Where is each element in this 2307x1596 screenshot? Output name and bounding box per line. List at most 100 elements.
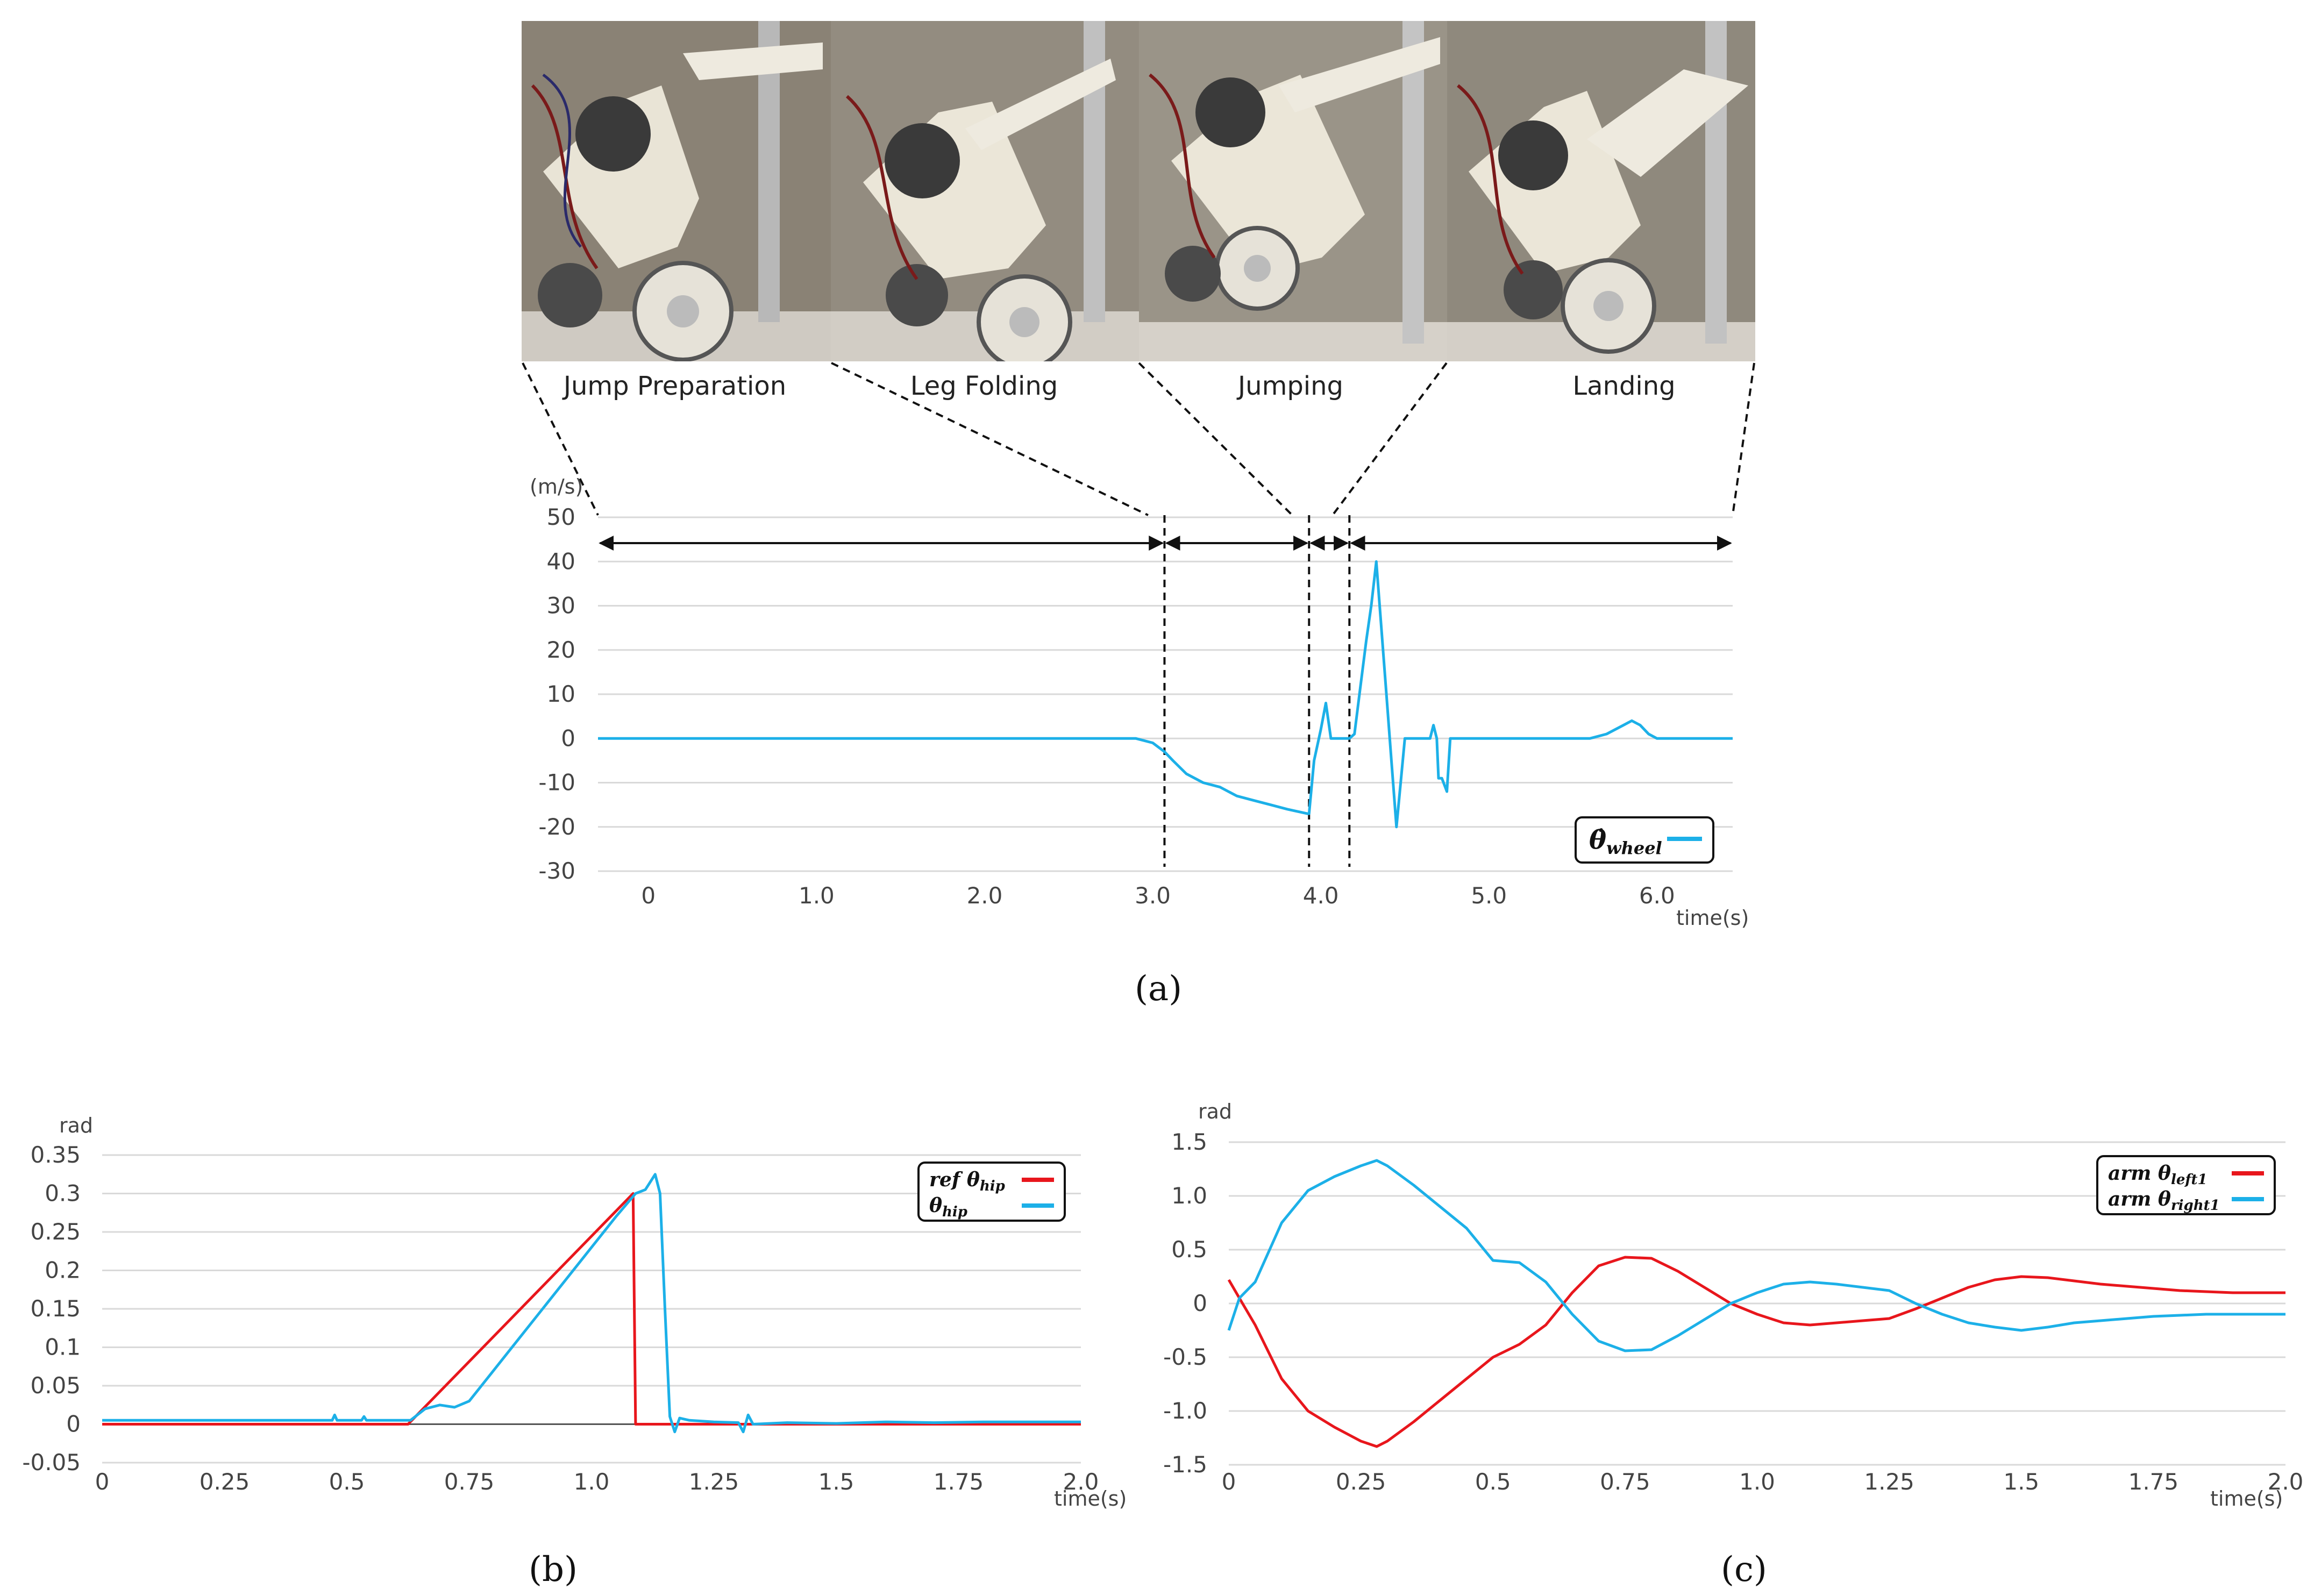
chart-b-legend-entry-ref: ref θhip — [929, 1168, 1005, 1194]
a-xtick-label-0: 0 — [641, 882, 656, 909]
b-series-line-1 — [102, 1173, 1081, 1434]
c-xtick-label-5: 1.25 — [1864, 1469, 1914, 1495]
chart-c-y-ticks: 1.5 1.0 0.5 0 -0.5 -1.0 -1.5 — [1163, 1129, 1207, 1478]
a-xtick-label-6: 6.0 — [1639, 882, 1675, 909]
chart-c-legend-box — [2096, 1155, 2276, 1215]
a-ytick-label-8: -30 — [538, 858, 575, 884]
chart-b-series — [102, 1173, 1081, 1434]
c-xtick-label-1: 0.25 — [1336, 1469, 1386, 1495]
c-ytick-label-1: 1.0 — [1171, 1182, 1207, 1209]
stage-label-jump-preparation: Jump Preparation — [563, 371, 787, 401]
b-ytick-label-1: 0.3 — [45, 1180, 81, 1207]
b-ytick-label-5: 0.1 — [45, 1334, 81, 1360]
chart-c-x-ticks: 0 0.25 0.5 0.75 1.0 1.25 1.5 1.75 2.0 — [1222, 1469, 2304, 1495]
c-ytick-label-5: -1.0 — [1163, 1398, 1207, 1424]
b-ytick-label-4: 0.15 — [30, 1295, 81, 1322]
c-series-line-0 — [1227, 1256, 2285, 1448]
b-xtick-label-3: 0.75 — [444, 1469, 495, 1495]
b-xtick-label-5: 1.25 — [689, 1469, 739, 1495]
chart-a-xlabel: time(s) — [1676, 906, 1749, 930]
c-xtick-label-3: 0.75 — [1600, 1469, 1650, 1495]
a-xtick-label-4: 4.0 — [1303, 882, 1339, 909]
chart-c-xlabel: time(s) — [2210, 1487, 2283, 1510]
a-xtick-label-2: 2.0 — [967, 882, 1003, 909]
photo-leg-folding — [831, 21, 1139, 361]
c-xtick-label-6: 1.5 — [2003, 1469, 2039, 1495]
a-series-line-0 — [598, 560, 1733, 829]
chart-a-x-ticks: 0 1.0 2.0 3.0 4.0 5.0 6.0 — [641, 882, 1675, 909]
chart-a-legend-entry-wheel: θ̇wheel — [1589, 825, 1662, 858]
b-xtick-label-4: 1.0 — [574, 1469, 610, 1495]
a-xtick-label-1: 1.0 — [799, 882, 835, 909]
chart-b: 0.35 0.3 0.25 0.2 0.15 0.1 0.05 0 -0.05 0 0.25 0.5… — [22, 1114, 1127, 1590]
b-ytick-label-8: -0.05 — [22, 1449, 81, 1476]
chart-a-gridlines — [598, 516, 1733, 872]
b-xtick-label-7: 1.75 — [934, 1469, 984, 1495]
b-ytick-label-3: 0.2 — [45, 1257, 81, 1284]
photo-jumping — [1139, 21, 1447, 361]
chart-c-legend-entry-right: arm θright1 — [2108, 1188, 2220, 1214]
a-ytick-label-7: -20 — [538, 814, 575, 840]
c-xtick-label-2: 0.5 — [1475, 1469, 1511, 1495]
c-xtick-label-0: 0 — [1222, 1469, 1236, 1495]
photo-connector-lines — [522, 362, 1755, 516]
chart-c-ylabel: rad — [1198, 1100, 1232, 1123]
b-ytick-label-6: 0.05 — [30, 1372, 81, 1399]
c-xtick-label-7: 1.75 — [2128, 1469, 2179, 1495]
chart-a-ylabel: (m/s) — [530, 475, 583, 498]
b-xtick-label-2: 0.5 — [329, 1469, 365, 1495]
chart-a-y-ticks: 50 40 30 20 10 0 -10 -20 -30 — [538, 504, 575, 884]
a-ytick-label-2: 30 — [547, 593, 575, 619]
chart-c-legend: arm θleft1 arm θright1 — [2096, 1155, 2276, 1215]
b-ytick-label-7: 0 — [66, 1411, 81, 1437]
chart-b-xlabel: time(s) — [1054, 1487, 1127, 1510]
chart-b-ylabel: rad — [59, 1114, 93, 1137]
chart-b-gridlines — [102, 1154, 1081, 1464]
chart-c-legend-entry-left: arm θleft1 — [2108, 1162, 2208, 1188]
a-ytick-label-3: 20 — [547, 637, 575, 663]
b-xtick-label-6: 1.5 — [818, 1469, 855, 1495]
photo-jump-preparation — [522, 21, 831, 361]
stage-label-leg-folding: Leg Folding — [910, 371, 1058, 401]
b-xtick-label-0: 0 — [95, 1469, 110, 1495]
b-ytick-label-2: 0.25 — [30, 1219, 81, 1245]
chart-b-x-ticks: 0 0.25 0.5 0.75 1.0 1.25 1.5 1.75 2.0 — [95, 1469, 1099, 1495]
a-ytick-label-5: 0 — [561, 725, 575, 751]
chart-a-series — [598, 560, 1733, 829]
chart-c-caption: (c) — [1721, 1550, 1767, 1590]
chart-b-y-ticks: 0.35 0.3 0.25 0.2 0.15 0.1 0.05 0 -0.05 — [22, 1142, 81, 1476]
chart-c-series — [1227, 1159, 2285, 1448]
chart-a-legend: θ̇wheel — [1575, 816, 1714, 864]
chart-a-legend-box — [1575, 816, 1714, 864]
c-ytick-label-2: 0.5 — [1171, 1236, 1207, 1263]
chart-a-caption: (a) — [1135, 969, 1182, 1009]
c-ytick-label-3: 0 — [1193, 1290, 1207, 1316]
chart-b-caption: (b) — [529, 1550, 578, 1590]
c-ytick-label-6: -1.5 — [1163, 1451, 1207, 1478]
chart-c: 1.51.00.50-0.5-1.0-1.5 0 0.25 0.5 0.75 1.0 1.… — [1163, 1100, 2303, 1590]
b-xtick-label-1: 0.25 — [200, 1469, 250, 1495]
a-xtick-label-5: 5.0 — [1471, 882, 1507, 909]
a-ytick-label-6: -10 — [538, 770, 575, 796]
b-xtick-label-8: 2.0 — [1063, 1469, 1099, 1495]
c-ytick-label-4: -0.5 — [1163, 1344, 1207, 1370]
chart-a-phase-lines — [1163, 515, 1351, 867]
c-series-line-1 — [1227, 1159, 2285, 1352]
photo-landing — [1447, 21, 1755, 361]
a-xtick-label-3: 3.0 — [1135, 882, 1171, 909]
a-ytick-label-4: 10 — [547, 681, 575, 707]
c-xtick-label-8: 2.0 — [2268, 1469, 2304, 1495]
b-ytick-label-0: 0.35 — [30, 1142, 81, 1168]
chart-b-legend-entry-hip: θhip — [929, 1194, 967, 1220]
b-series-line-0 — [102, 1192, 1081, 1426]
a-ytick-label-1: 40 — [547, 548, 575, 574]
a-ytick-label-0: 50 — [547, 504, 575, 530]
stage-label-landing: Landing — [1572, 371, 1676, 401]
chart-a: 50 40 30 20 10 0 -10 -20 -30 0 1.0 2.0 3.0 4.0 5.0 6.0… — [530, 475, 1749, 1009]
c-xtick-label-4: 1.0 — [1739, 1469, 1775, 1495]
c-ytick-label-0: 1.5 — [1171, 1129, 1207, 1155]
stage-label-jumping: Jumping — [1237, 371, 1344, 401]
chart-c-gridlines — [1229, 1141, 2285, 1466]
chart-b-legend: ref θhip θhip — [917, 1162, 1066, 1222]
